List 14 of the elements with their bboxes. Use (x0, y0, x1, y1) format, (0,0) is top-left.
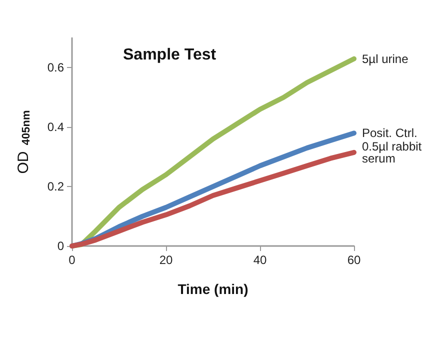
y-tick-label: 0.6 (47, 60, 64, 75)
y-tick-label: 0.2 (47, 180, 64, 194)
text: Sample Test (123, 46, 217, 64)
y-tick-label: 0.4 (47, 120, 64, 134)
series-label: 0.5µl rabbit serum (362, 139, 425, 166)
x-tick-label: 60 (347, 253, 361, 267)
x-axis-title: Time (min) (178, 281, 248, 297)
y-tick-label: 0 (57, 239, 64, 253)
series-label: 5µl urine (362, 52, 409, 66)
y-axis-title: OD 405nm (15, 110, 32, 174)
series-label: Posit. Ctrl. (362, 126, 418, 140)
x-tick-label: 0 (68, 253, 76, 267)
x-tick-label: 20 (159, 253, 173, 267)
x-tick-label: 40 (253, 253, 267, 267)
